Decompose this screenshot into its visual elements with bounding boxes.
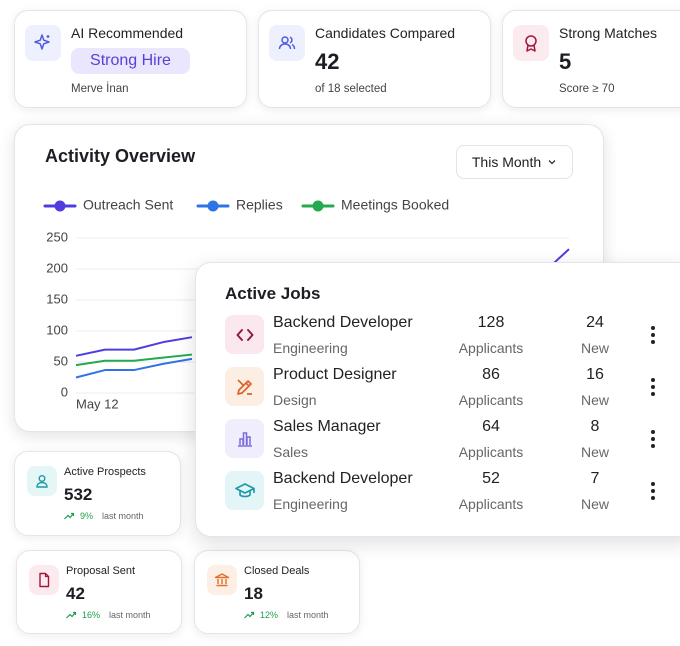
y-tick-label: 150	[46, 291, 68, 306]
stat-change-row: 12% last month	[244, 610, 329, 620]
stat-period: last month	[102, 511, 144, 521]
summary-card: Candidates Compared 42 of 18 selected	[258, 10, 491, 108]
x-tick-label: May 12	[76, 396, 119, 411]
job-department: Engineering	[273, 340, 348, 356]
job-applicants: 64	[482, 418, 500, 435]
legend-label: Outreach Sent	[83, 197, 173, 213]
stat-card: Active Prospects 532 9% last month	[14, 451, 181, 536]
icon	[269, 25, 305, 61]
job-new: 16	[586, 366, 604, 383]
stat-title: Closed Deals	[244, 565, 310, 577]
legend-dot	[312, 200, 324, 212]
job-menu[interactable]	[646, 325, 660, 345]
job-applicants-label: Applicants	[458, 496, 524, 512]
job-department: Engineering	[273, 496, 348, 512]
stat-change-row: 9% last month	[64, 511, 144, 521]
stat-value: 42	[66, 584, 85, 603]
y-tick-label: 0	[61, 384, 68, 399]
job-icon	[225, 315, 264, 354]
icon	[27, 466, 57, 496]
card-subtitle: Merve İnan	[71, 83, 129, 95]
job-applicants-label: Applicants	[458, 340, 524, 356]
card-title: AI Recommended	[71, 25, 184, 41]
job-title: Sales Manager	[273, 418, 381, 435]
series-line	[75, 353, 193, 367]
filter-dropdown[interactable]: This Month	[456, 145, 573, 179]
job-icon	[225, 471, 264, 510]
series-line	[75, 357, 193, 379]
stat-value: 532	[64, 485, 93, 504]
job-department: Sales	[273, 444, 309, 460]
stat-title: Proposal Sent	[66, 565, 136, 577]
job-menu[interactable]	[646, 481, 660, 501]
job-new: 24	[586, 314, 604, 331]
job-new-label: New	[580, 444, 609, 460]
job-applicants: 86	[482, 366, 500, 383]
job-title: Backend Developer	[273, 314, 413, 331]
summary-card: Strong Matches 5 Score ≥ 70	[502, 10, 680, 108]
stat-change-row: 16% last month	[66, 610, 151, 620]
stat-card: Proposal Sent 42 16% last month	[16, 550, 182, 634]
icon	[29, 565, 59, 595]
job-applicants-label: Applicants	[458, 392, 524, 408]
jobs-title: Active Jobs	[225, 284, 321, 303]
card-value: 5	[559, 49, 572, 74]
legend-dot	[54, 200, 66, 212]
stat-value: 18	[244, 584, 263, 603]
y-tick-label: 200	[46, 260, 68, 275]
job-new-label: New	[580, 340, 609, 356]
y-tick-label: 50	[54, 353, 68, 368]
legend-label: Meetings Booked	[341, 197, 449, 213]
chart-title: Activity Overview	[45, 146, 196, 166]
job-new-label: New	[580, 496, 609, 512]
card-subtitle: Score ≥ 70	[559, 83, 615, 95]
job-new: 7	[590, 470, 600, 487]
stat-change: 16%	[82, 610, 101, 620]
stat-period: last month	[109, 610, 151, 620]
y-tick-label: 100	[46, 322, 68, 337]
job-applicants-label: Applicants	[458, 444, 524, 460]
job-new: 8	[590, 418, 600, 435]
card-title: Candidates Compared	[315, 25, 456, 41]
job-title: Backend Developer	[273, 470, 413, 487]
stat-change: 12%	[260, 610, 279, 620]
job-icon	[225, 367, 264, 406]
y-tick-label: 250	[46, 229, 68, 244]
job-menu[interactable]	[646, 429, 660, 449]
job-new-label: New	[580, 392, 609, 408]
card-value: 42	[315, 49, 340, 74]
stat-title: Active Prospects	[64, 466, 146, 478]
badge: Strong Hire	[71, 48, 190, 74]
job-applicants: 52	[482, 470, 500, 487]
stat-card: Closed Deals 18 12% last month	[194, 550, 360, 634]
job-icon	[225, 419, 264, 458]
card-subtitle: of 18 selected	[315, 83, 387, 95]
summary-card: AI Recommended Strong Hire Merve İnan	[14, 10, 247, 108]
job-title: Product Designer	[273, 366, 397, 383]
series-line	[75, 336, 193, 357]
job-applicants: 128	[477, 314, 505, 331]
job-menu[interactable]	[646, 377, 660, 397]
active-jobs-card: Active Jobs Backend Developer Engineering…	[195, 262, 680, 537]
legend-label: Replies	[236, 197, 283, 213]
card-title: Strong Matches	[559, 25, 658, 41]
icon	[207, 565, 237, 595]
stat-change: 9%	[80, 511, 94, 521]
stat-period: last month	[287, 610, 329, 620]
legend-dot	[207, 200, 219, 212]
filter-label: This Month	[471, 154, 542, 170]
icon	[513, 25, 549, 61]
icon	[25, 25, 61, 61]
job-department: Design	[273, 392, 317, 408]
